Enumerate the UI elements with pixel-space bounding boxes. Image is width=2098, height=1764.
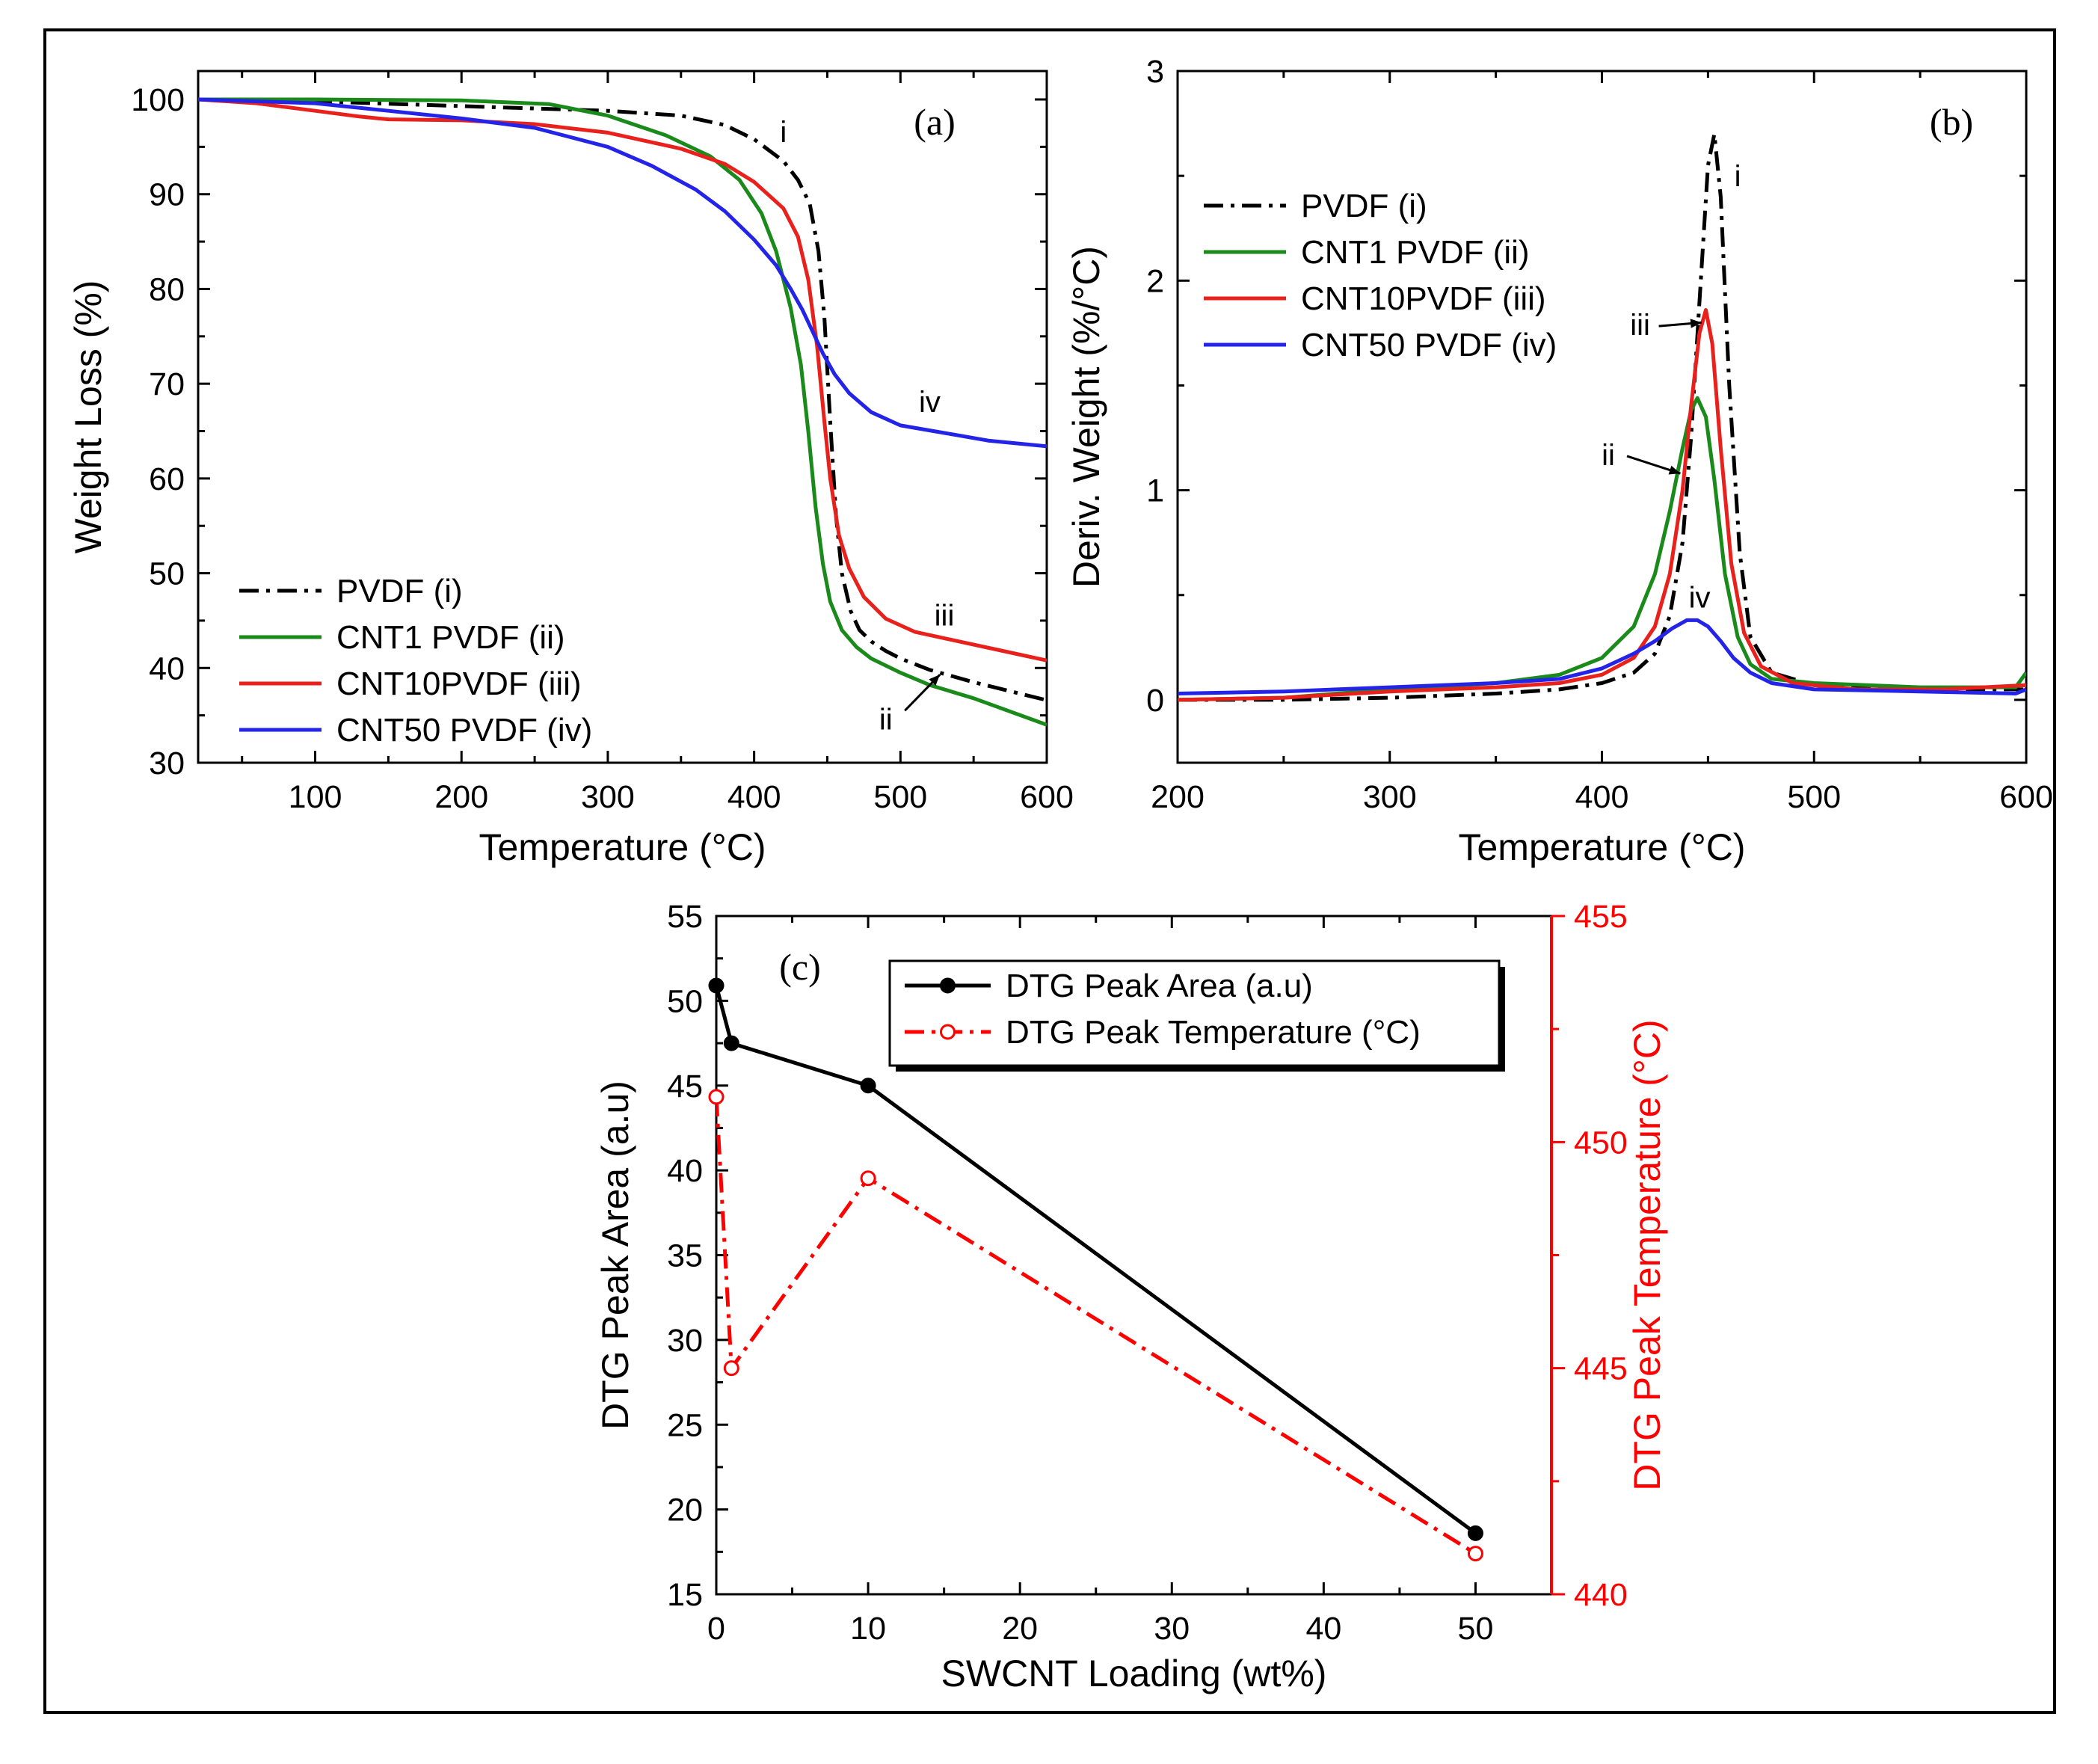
panel-label: (c) (779, 946, 821, 988)
curve-annotation: ii (879, 704, 893, 737)
series-line-0 (716, 985, 1477, 1535)
curve-annotation: i (780, 116, 787, 149)
legend-label-0: DTG Peak Area (a.u) (1006, 968, 1313, 1004)
series-point-0 (708, 977, 725, 994)
y-tick-label: 50 (667, 983, 703, 1019)
x-tick-label: 0 (707, 1611, 725, 1647)
x-tick-label: 100 (289, 779, 342, 815)
series-point-0 (1467, 1525, 1483, 1541)
curve-annotation: iii (1630, 309, 1650, 342)
legend-marker-1 (940, 1024, 956, 1040)
panel-label: (a) (914, 101, 956, 143)
y-axis-title: DTG Peak Area (a.u) (594, 1081, 636, 1430)
x-tick-label: 30 (1154, 1611, 1190, 1647)
legend-label-3: CNT50 PVDF (iv) (336, 712, 592, 749)
y-tick-label: 30 (667, 1323, 703, 1359)
panel-b: 200 300 400 500 600 0 1 2 3 Temperature (°C) Deriv… (1065, 54, 2053, 868)
series-line-0 (198, 97, 1047, 702)
figure-border (43, 28, 2056, 1714)
panel-a: 100 200 300 400 500 600 30 40 50 60 70 80 90 100 Tempe… (67, 70, 1074, 868)
x-tick-label: 600 (1999, 779, 2053, 815)
series-line-1 (716, 1096, 1477, 1555)
legend-box (888, 959, 1501, 1067)
series-point-1 (1467, 1546, 1483, 1562)
series-point-0 (860, 1078, 876, 1094)
y-tick-label: 70 (149, 366, 185, 402)
series-point-1 (860, 1170, 876, 1187)
x-tick-label: 40 (1305, 1611, 1341, 1647)
right-y-tick-label: 440 (1574, 1577, 1628, 1613)
x-tick-label: 10 (850, 1611, 886, 1647)
series-line-3 (198, 97, 1047, 449)
plot-frame (197, 70, 1048, 764)
curve-annotation: i (1735, 160, 1741, 193)
y-tick-label: 90 (149, 177, 185, 213)
y-tick-label: 50 (149, 556, 185, 592)
legend-label-3: CNT50 PVDF (iv) (1301, 327, 1557, 363)
series-line-1 (198, 97, 1047, 727)
x-tick-label: 200 (434, 779, 488, 815)
series-line-3 (1178, 618, 2026, 695)
y-tick-label: 35 (667, 1238, 703, 1274)
y-tick-label: 40 (667, 1153, 703, 1189)
legend-label-2: CNT10PVDF (iii) (1301, 280, 1546, 317)
y-tick-label: 20 (667, 1493, 703, 1528)
series-point-0 (723, 1035, 739, 1051)
y-tick-label: 25 (667, 1407, 703, 1443)
x-tick-label: 400 (727, 779, 781, 815)
series-line-2 (198, 97, 1047, 663)
curve-annotation: iv (1689, 582, 1711, 615)
y-tick-label: 0 (1146, 683, 1164, 719)
x-tick-label: 300 (581, 779, 635, 815)
right-y-tick-label: 455 (1574, 899, 1628, 935)
right-y-axis-title: DTG Peak Temperature (°C) (1626, 1019, 1668, 1490)
annotation-arrowhead (1668, 465, 1681, 475)
x-tick-label: 400 (1575, 779, 1629, 815)
panel-label: (b) (1930, 101, 1973, 143)
legend-label-1: CNT1 PVDF (ii) (1301, 234, 1530, 271)
legend-label-0: PVDF (i) (1301, 188, 1427, 224)
y-tick-label: 1 (1146, 473, 1164, 509)
annotation-arrowhead (929, 674, 941, 686)
y-tick-label: 2 (1146, 263, 1164, 299)
x-tick-label: 200 (1151, 779, 1205, 815)
y-tick-label: 55 (667, 899, 703, 935)
y-tick-label: 40 (149, 651, 185, 686)
panel-c: 0 10 20 30 40 50 15 20 25 30 35 40 45 50 55 440 445 450 45… (594, 899, 1668, 1694)
legend-marker-0 (940, 977, 956, 994)
y-tick-label: 15 (667, 1577, 703, 1613)
y-tick-label: 45 (667, 1069, 703, 1104)
x-tick-label: 600 (1020, 779, 1074, 815)
series-line-2 (1178, 308, 2026, 702)
y-axis-title: Deriv. Weight (%/°C) (1065, 246, 1107, 588)
x-tick-label: 500 (1787, 779, 1841, 815)
y-axis-title: Weight Loss (%) (67, 280, 109, 554)
curve-annotation: iii (935, 599, 955, 632)
right-y-tick-label: 445 (1574, 1351, 1628, 1387)
legend-label-0: PVDF (i) (336, 573, 463, 609)
x-axis-title: Temperature (°C) (1459, 826, 1746, 868)
x-tick-label: 50 (1458, 1611, 1494, 1647)
legend-label-1: DTG Peak Temperature (°C) (1006, 1014, 1421, 1051)
legend-label-2: CNT10PVDF (iii) (336, 666, 582, 702)
x-axis-title: SWCNT Loading (wt%) (941, 1653, 1327, 1694)
series-point-1 (723, 1360, 739, 1377)
legend-label-1: CNT1 PVDF (ii) (336, 619, 565, 656)
curve-annotation: ii (1602, 439, 1615, 472)
annotation-arrowhead (1690, 319, 1702, 328)
x-tick-label: 500 (873, 779, 927, 815)
y-tick-label: 100 (131, 82, 185, 118)
series-point-1 (708, 1089, 725, 1105)
y-tick-label: 30 (149, 746, 185, 781)
x-axis-title: Temperature (°C) (479, 826, 766, 868)
y-tick-label: 60 (149, 461, 185, 497)
x-tick-label: 20 (1002, 1611, 1038, 1647)
right-y-tick-label: 450 (1574, 1125, 1628, 1161)
y-tick-label: 80 (149, 271, 185, 307)
curve-annotation: iv (919, 386, 941, 419)
x-tick-label: 300 (1363, 779, 1417, 815)
y-tick-label: 3 (1146, 54, 1164, 90)
